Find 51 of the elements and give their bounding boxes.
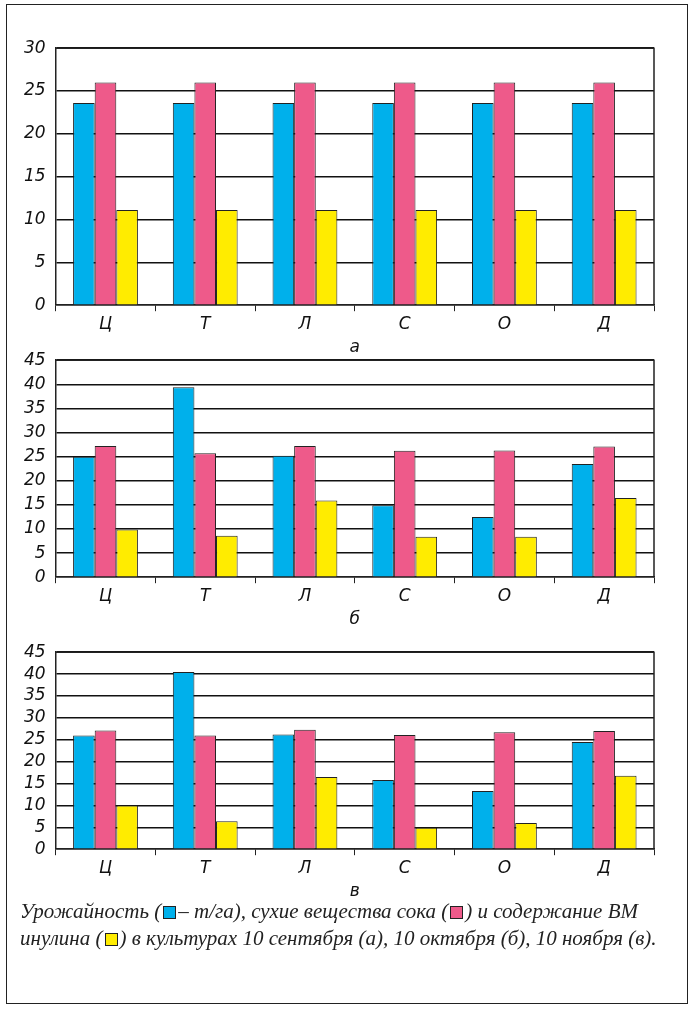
x-axis-title: а [349, 336, 361, 357]
x-tick-label: Ц [98, 584, 113, 605]
y-tick-label: 15 [23, 771, 46, 792]
y-tick-label: 0 [34, 293, 46, 314]
y-tick-label: 15 [23, 165, 46, 186]
x-tick-label: С [398, 312, 411, 333]
y-tick-label: 5 [34, 815, 46, 836]
y-tick-label: 10 [23, 793, 46, 814]
x-tick-label: Д [596, 584, 611, 605]
y-tick-label: 30 [23, 706, 46, 727]
x-tick-label: Л [297, 856, 312, 877]
y-tick-label: 25 [23, 728, 46, 749]
y-tick-label: 40 [23, 662, 46, 683]
y-tick-label: 45 [23, 348, 46, 369]
x-tick-label: С [398, 584, 411, 605]
y-tick-label: 10 [23, 517, 46, 538]
y-tick-label: 0 [34, 565, 46, 586]
y-tick-label: 30 [23, 420, 46, 441]
y-tick-label: 25 [23, 79, 46, 100]
x-tick-label: Т [200, 584, 213, 605]
x-tick-label: Л [297, 584, 312, 605]
y-tick-label: 25 [23, 445, 46, 466]
x-tick-label: Д [596, 856, 611, 877]
text: ) в культурах 10 сентября (а), 10 октября (б), 10 ноября (в). [119, 926, 657, 950]
x-axis-title: б [349, 608, 361, 629]
y-tick-label: 15 [23, 493, 46, 514]
y-tick-label: 35 [23, 396, 46, 417]
y-tick-label: 10 [23, 207, 46, 228]
x-tick-label: О [497, 584, 512, 605]
y-tick-label: 20 [23, 122, 46, 143]
y-tick-label: 30 [23, 36, 46, 57]
y-tick-label: 35 [23, 684, 46, 705]
x-tick-label: Т [200, 856, 213, 877]
y-tick-label: 0 [34, 837, 46, 858]
x-axis-title: в [349, 880, 360, 901]
text: Урожайность ( [20, 899, 162, 923]
y-tick-label: 45 [23, 640, 46, 661]
y-tick-label: 20 [23, 750, 46, 771]
x-tick-label: Д [596, 312, 611, 333]
x-tick-label: Ц [98, 856, 113, 877]
y-tick-label: 20 [23, 469, 46, 490]
y-tick-label: 40 [23, 372, 46, 393]
x-tick-label: О [497, 312, 512, 333]
x-tick-label: Т [200, 312, 213, 333]
x-tick-label: Л [297, 312, 312, 333]
text: – т/га), сухие вещества сока ( [178, 899, 449, 923]
x-tick-label: Ц [98, 312, 113, 333]
x-tick-label: О [497, 856, 512, 877]
y-tick-label: 5 [34, 250, 46, 271]
x-tick-label: С [398, 856, 411, 877]
y-tick-label: 5 [34, 541, 46, 562]
